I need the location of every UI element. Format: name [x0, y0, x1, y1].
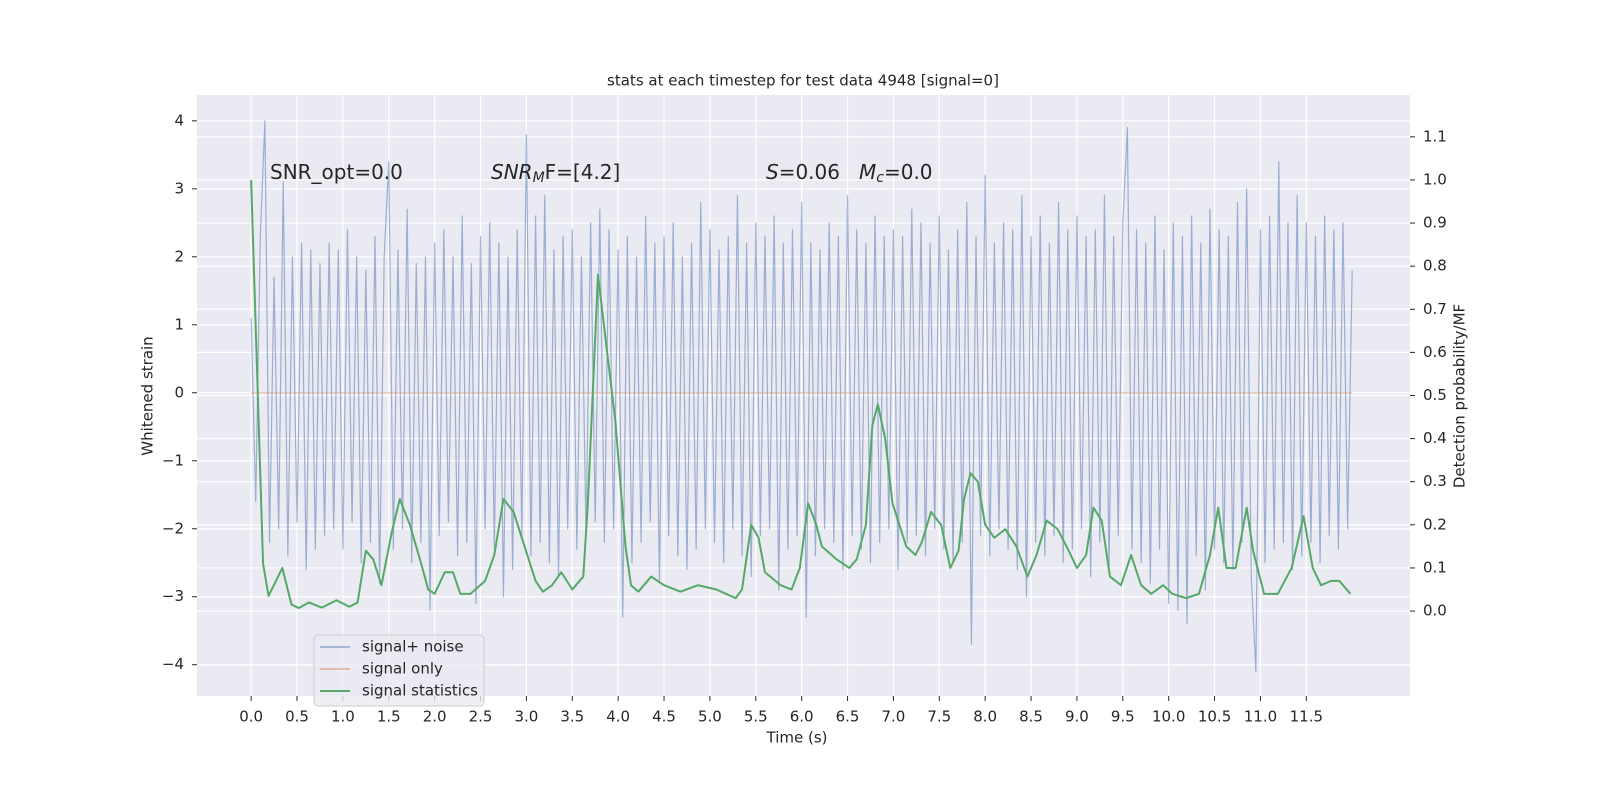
- y2-tick-label: 0.6: [1423, 343, 1447, 361]
- annotation-part: =0.0: [884, 160, 933, 184]
- y-tick-label: 3: [174, 179, 184, 197]
- y2-tick-label: 0.5: [1423, 386, 1447, 404]
- y2-tick-label: 0.0: [1423, 602, 1447, 620]
- annotation-part: M: [533, 170, 545, 186]
- x-tick-label: 1.5: [377, 708, 401, 726]
- x-tick-label: 7.0: [881, 708, 905, 726]
- annotation-part: S: [766, 160, 779, 184]
- annotation: SNR_opt=0.0: [270, 160, 403, 184]
- x-tick-label: 6.5: [836, 708, 860, 726]
- annotation-part: SNR_opt=0.0: [270, 160, 403, 184]
- x-tick-label: 1.0: [331, 708, 355, 726]
- series-line: [250, 120, 1353, 673]
- y-tick-label: −2: [162, 519, 184, 537]
- x-tick-label: 9.5: [1111, 708, 1135, 726]
- y-tick-label: −3: [162, 587, 184, 605]
- marks: [250, 120, 1353, 673]
- annotation-part: c: [876, 170, 884, 186]
- x-tick-label: 4.5: [652, 708, 676, 726]
- x-tick-label: 9.0: [1065, 708, 1089, 726]
- x-tick-label: 8.0: [973, 708, 997, 726]
- y-tick-label: −4: [162, 655, 184, 673]
- legend-label: signal only: [362, 660, 443, 678]
- y2-tick-label: 0.4: [1423, 429, 1447, 447]
- x-tick-label: 0.5: [285, 708, 309, 726]
- legend-label: signal statistics: [362, 682, 478, 700]
- x-tick-label: 10.0: [1152, 708, 1185, 726]
- chart-title: stats at each timestep for test data 494…: [607, 72, 999, 90]
- x-tick-label: 11.5: [1290, 708, 1323, 726]
- y2-tick-label: 0.1: [1423, 558, 1447, 576]
- x-tick-label: 11.0: [1244, 708, 1277, 726]
- y-tick-label: −1: [162, 451, 184, 469]
- x-tick-label: 4.0: [606, 708, 630, 726]
- x-tick-label: 6.0: [790, 708, 814, 726]
- y-tick-label: 1: [174, 315, 184, 333]
- y2-axis-label: Detection probability/MF: [1451, 304, 1469, 488]
- x-tick-label: 8.5: [1019, 708, 1043, 726]
- annotation-part: M: [859, 160, 876, 184]
- x-tick-label: 0.0: [239, 708, 263, 726]
- x-tick-label: 3.5: [560, 708, 584, 726]
- annotation: S=0.06: [766, 160, 840, 184]
- x-axis-label: Time (s): [766, 729, 828, 747]
- x-tick-label: 2.5: [469, 708, 493, 726]
- y2-tick-label: 0.3: [1423, 472, 1447, 490]
- annotation-part: =0.06: [779, 160, 840, 184]
- y2-tick-label: 1.1: [1423, 127, 1447, 145]
- x-tick-label: 2.0: [423, 708, 447, 726]
- legend-label: signal+ noise: [362, 638, 464, 656]
- labels: 0.0 0.5 1.0 1.5 2.0 2.5 3.0 3.5 4.0 4.5 5.0 5.5 6.0 6…: [162, 111, 1447, 725]
- series-line: [250, 179, 1352, 610]
- annotation-part: SNR: [491, 160, 533, 184]
- y-tick-label: 2: [174, 247, 184, 265]
- x-tick-label: 5.5: [744, 708, 768, 726]
- grid: [197, 95, 1410, 696]
- legend-box: [313, 634, 485, 707]
- y-axis-label: Whitened strain: [139, 336, 157, 455]
- annotation: SNRMF=[4.2]: [491, 160, 620, 187]
- y-tick-label: 0: [174, 383, 184, 401]
- y2-tick-label: 0.2: [1423, 515, 1447, 533]
- y2-tick-label: 0.7: [1423, 300, 1447, 318]
- y2-tick-label: 0.9: [1423, 214, 1447, 232]
- y2-tick-label: 0.8: [1423, 257, 1447, 275]
- annotation: Mc=0.0: [859, 160, 933, 187]
- y2-tick-label: 1.0: [1423, 170, 1447, 188]
- x-tick-label: 3.0: [514, 708, 538, 726]
- y-tick-label: 4: [174, 111, 184, 129]
- x-tick-label: 10.5: [1198, 708, 1231, 726]
- x-tick-label: 5.0: [698, 708, 722, 726]
- annotation-part: F=[4.2]: [545, 160, 621, 184]
- x-tick-label: 7.5: [927, 708, 951, 726]
